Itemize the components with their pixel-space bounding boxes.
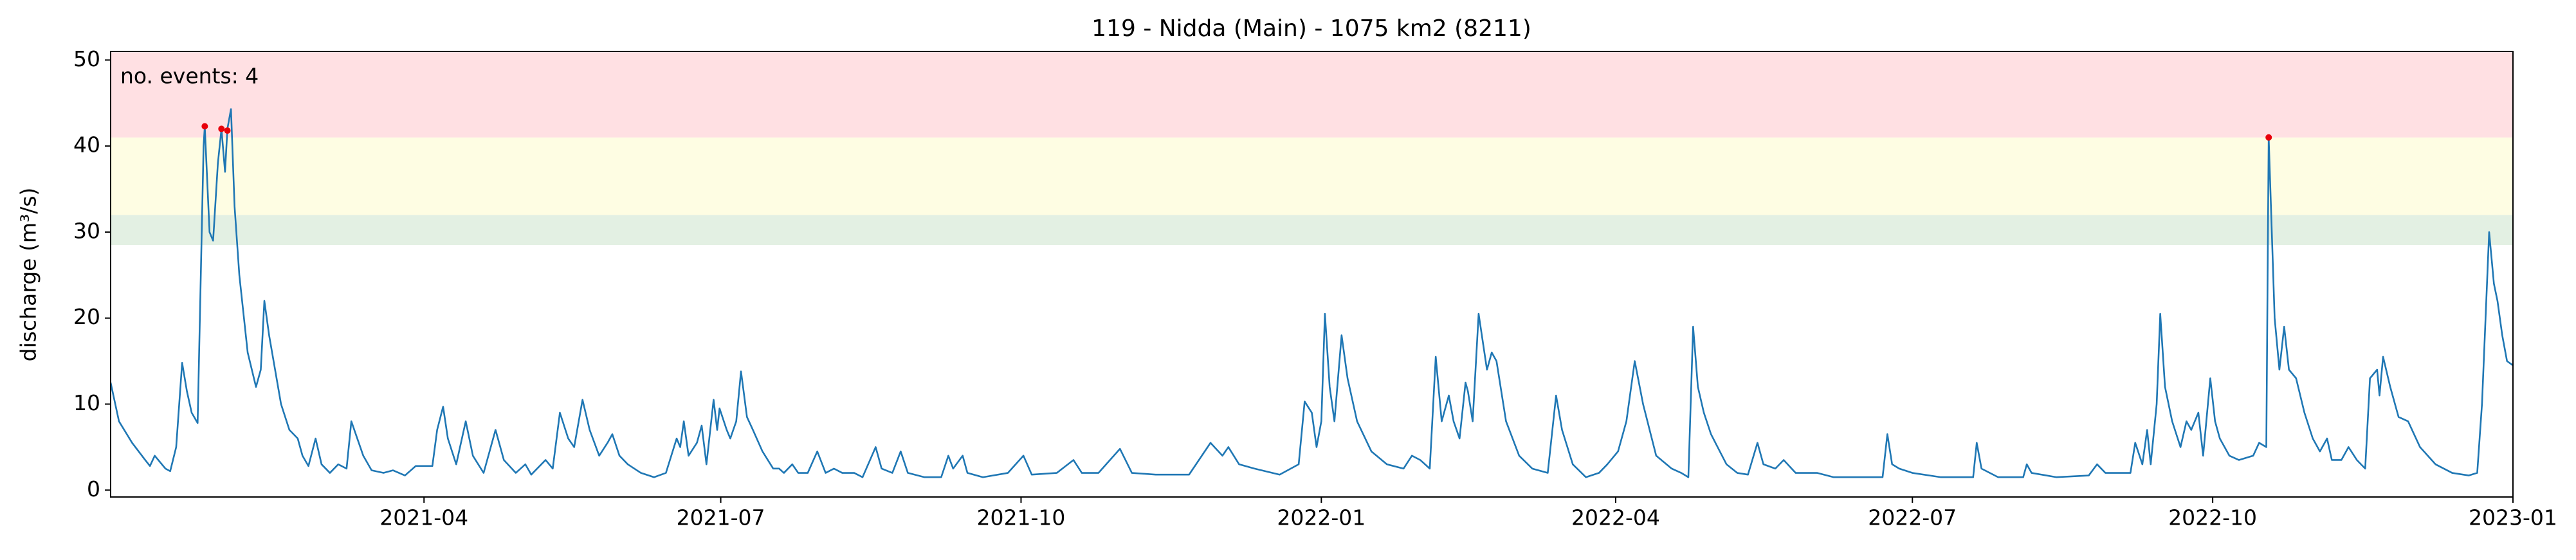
x-tick-label: 2022-10 [2168, 505, 2257, 530]
y-axis-label: discharge (m³/s) [16, 188, 41, 362]
threshold-band [111, 51, 2513, 138]
plot-frame [110, 51, 2514, 498]
x-tick-label: 2021-07 [677, 505, 765, 530]
y-tick-label: 40 [73, 132, 100, 158]
y-tick-label: 20 [73, 304, 100, 329]
threshold-band [111, 215, 2513, 246]
y-tick-label: 50 [73, 46, 100, 71]
x-tick-label: 2023-01 [2469, 505, 2557, 530]
x-tick-label: 2022-01 [1277, 505, 1366, 530]
chart-title: 119 - Nidda (Main) - 1075 km2 (8211) [1092, 15, 1531, 42]
x-tick-label: 2022-07 [1868, 505, 1957, 530]
y-tick-label: 10 [73, 390, 100, 415]
event-point [2265, 134, 2272, 141]
discharge-line [109, 108, 2514, 478]
x-tick-label: 2022-04 [1571, 505, 1660, 530]
x-tick-label: 2021-10 [977, 505, 1066, 530]
x-tick-label: 2021-04 [379, 505, 468, 530]
event-point [218, 125, 225, 132]
threshold-band [111, 137, 2513, 215]
event-point [201, 123, 208, 130]
event-count: no. events: 4 [120, 64, 259, 89]
y-tick-label: 30 [73, 218, 100, 243]
y-tick-label: 0 [87, 476, 100, 501]
event-point [224, 127, 231, 134]
